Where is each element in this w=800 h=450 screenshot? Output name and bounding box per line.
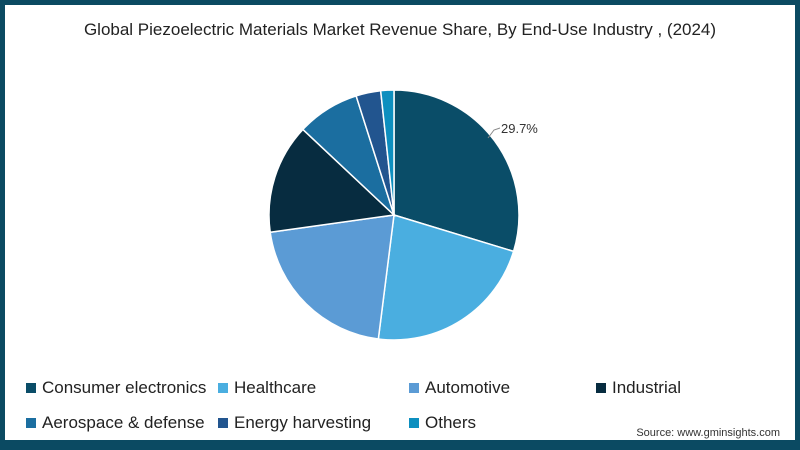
legend-swatch xyxy=(409,383,419,393)
pie-slices xyxy=(268,89,520,341)
legend-label: Automotive xyxy=(425,378,511,397)
legend-swatch xyxy=(596,383,606,393)
legend-item-healthcare[interactable]: Healthcare xyxy=(218,378,316,398)
legend-swatch xyxy=(218,418,228,428)
label-leader-line xyxy=(487,127,501,139)
legend-label: Industrial xyxy=(612,378,681,397)
pie-slice-healthcare[interactable] xyxy=(377,214,515,341)
legend-item-aerospace-defense[interactable]: Aerospace & defense xyxy=(26,413,205,433)
legend-label: Consumer electronics xyxy=(42,378,207,397)
legend-item-automotive[interactable]: Automotive xyxy=(409,378,510,398)
legend-label: Aerospace & defense xyxy=(42,413,205,432)
legend-item-consumer-electronics[interactable]: Consumer electronics xyxy=(26,378,206,398)
legend-item-industrial[interactable]: Industrial xyxy=(596,378,681,398)
source-note: Source: www.gminsights.com xyxy=(636,427,780,439)
pie-slice-automotive[interactable] xyxy=(269,214,395,340)
legend-swatch xyxy=(26,383,36,393)
legend-swatch xyxy=(26,418,36,428)
pie-slice-others[interactable] xyxy=(379,89,395,216)
legend-item-others[interactable]: Others xyxy=(409,413,476,433)
legend-label: Others xyxy=(425,413,477,432)
pie-slice-consumer-electronics[interactable] xyxy=(393,89,520,253)
legend-swatch xyxy=(409,418,419,428)
legend-label: Energy harvesting xyxy=(234,413,372,432)
pie-slice-industrial[interactable] xyxy=(268,128,396,234)
data-label-consumer-electronics: 29.7% xyxy=(501,121,538,136)
legend-label: Healthcare xyxy=(234,378,317,397)
chart-title: Global Piezoelectric Materials Market Re… xyxy=(83,20,717,39)
legend-item-energy-harvesting[interactable]: Energy harvesting xyxy=(218,413,371,433)
legend-swatch xyxy=(218,383,228,393)
